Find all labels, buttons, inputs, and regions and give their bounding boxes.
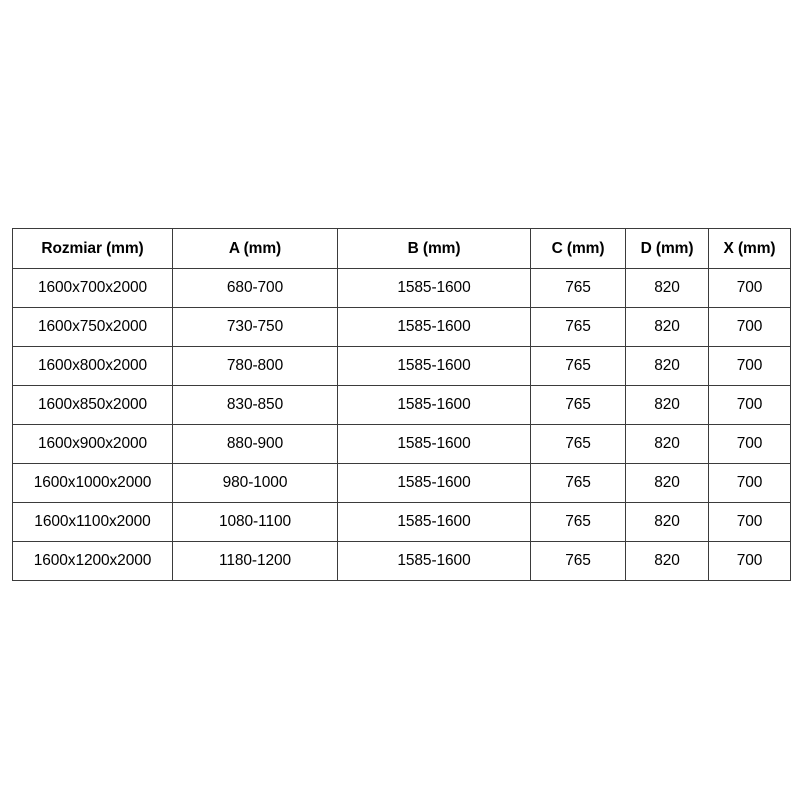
- cell-a: 680-700: [172, 268, 338, 308]
- cell-b: 1585-1600: [337, 385, 531, 425]
- cell-size: 1600x1000x2000: [12, 463, 173, 503]
- table-row: 1600x850x2000 830-850 1585-1600 765 820 …: [12, 385, 791, 425]
- table-row: 1600x1000x2000 980-1000 1585-1600 765 82…: [12, 463, 791, 503]
- table-row: 1600x800x2000 780-800 1585-1600 765 820 …: [12, 346, 791, 386]
- cell-a: 880-900: [172, 424, 338, 464]
- column-header-a: A (mm): [172, 228, 338, 269]
- cell-b: 1585-1600: [337, 424, 531, 464]
- cell-size: 1600x850x2000: [12, 385, 173, 425]
- cell-d: 820: [625, 268, 709, 308]
- column-header-c: C (mm): [530, 228, 626, 269]
- table-row: 1600x900x2000 880-900 1585-1600 765 820 …: [12, 424, 791, 464]
- table-row: 1600x700x2000 680-700 1585-1600 765 820 …: [12, 268, 791, 308]
- cell-b: 1585-1600: [337, 346, 531, 386]
- cell-b: 1585-1600: [337, 268, 531, 308]
- cell-d: 820: [625, 541, 709, 581]
- cell-c: 765: [530, 424, 626, 464]
- cell-x: 700: [708, 541, 791, 581]
- cell-d: 820: [625, 424, 709, 464]
- table-row: 1600x1200x2000 1180-1200 1585-1600 765 8…: [12, 541, 791, 581]
- cell-x: 700: [708, 346, 791, 386]
- cell-b: 1585-1600: [337, 541, 531, 581]
- cell-x: 700: [708, 385, 791, 425]
- cell-x: 700: [708, 502, 791, 542]
- cell-b: 1585-1600: [337, 463, 531, 503]
- cell-size: 1600x800x2000: [12, 346, 173, 386]
- cell-c: 765: [530, 385, 626, 425]
- cell-c: 765: [530, 268, 626, 308]
- cell-d: 820: [625, 463, 709, 503]
- column-header-d: D (mm): [625, 228, 709, 269]
- cell-a: 1080-1100: [172, 502, 338, 542]
- table-row: 1600x750x2000 730-750 1585-1600 765 820 …: [12, 307, 791, 347]
- table-body: 1600x700x2000 680-700 1585-1600 765 820 …: [12, 268, 791, 581]
- cell-size: 1600x1100x2000: [12, 502, 173, 542]
- cell-c: 765: [530, 502, 626, 542]
- cell-a: 1180-1200: [172, 541, 338, 581]
- cell-d: 820: [625, 385, 709, 425]
- column-header-size: Rozmiar (mm): [12, 228, 173, 269]
- cell-a: 830-850: [172, 385, 338, 425]
- specification-table-container: Rozmiar (mm) A (mm) B (mm) C (mm) D (mm)…: [12, 228, 791, 581]
- table-row: 1600x1100x2000 1080-1100 1585-1600 765 8…: [12, 502, 791, 542]
- cell-a: 780-800: [172, 346, 338, 386]
- dimensions-table: Rozmiar (mm) A (mm) B (mm) C (mm) D (mm)…: [12, 228, 791, 581]
- cell-x: 700: [708, 424, 791, 464]
- cell-b: 1585-1600: [337, 307, 531, 347]
- cell-a: 980-1000: [172, 463, 338, 503]
- cell-c: 765: [530, 541, 626, 581]
- cell-size: 1600x900x2000: [12, 424, 173, 464]
- cell-c: 765: [530, 463, 626, 503]
- header-row: Rozmiar (mm) A (mm) B (mm) C (mm) D (mm)…: [12, 228, 791, 269]
- cell-size: 1600x750x2000: [12, 307, 173, 347]
- column-header-x: X (mm): [708, 228, 791, 269]
- cell-d: 820: [625, 346, 709, 386]
- cell-c: 765: [530, 346, 626, 386]
- cell-size: 1600x700x2000: [12, 268, 173, 308]
- cell-size: 1600x1200x2000: [12, 541, 173, 581]
- table-header: Rozmiar (mm) A (mm) B (mm) C (mm) D (mm)…: [12, 228, 791, 269]
- cell-x: 700: [708, 268, 791, 308]
- cell-d: 820: [625, 307, 709, 347]
- cell-x: 700: [708, 307, 791, 347]
- cell-c: 765: [530, 307, 626, 347]
- cell-x: 700: [708, 463, 791, 503]
- cell-b: 1585-1600: [337, 502, 531, 542]
- column-header-b: B (mm): [337, 228, 531, 269]
- cell-d: 820: [625, 502, 709, 542]
- cell-a: 730-750: [172, 307, 338, 347]
